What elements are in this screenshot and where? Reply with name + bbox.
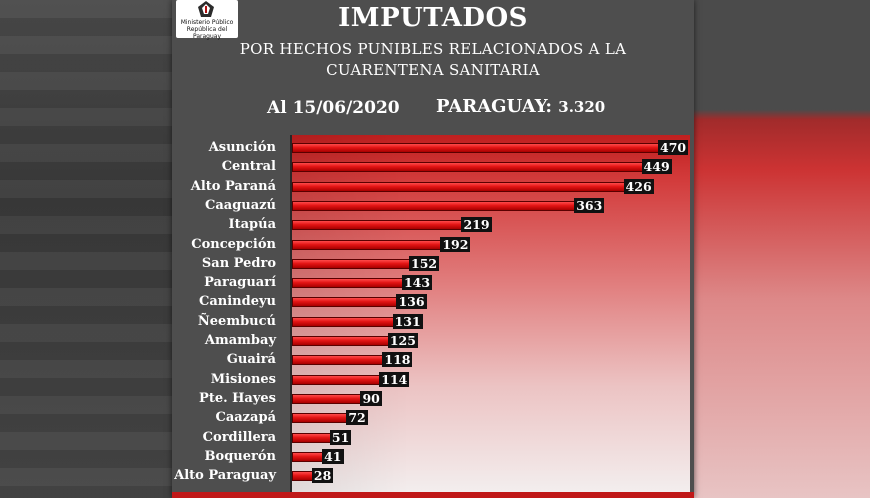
bar-value-label: 41	[322, 448, 344, 464]
emblem-icon	[198, 1, 214, 17]
category-label: Asunción	[208, 140, 276, 155]
bar-value-label: 131	[392, 313, 423, 329]
category-label: Paraguarí	[204, 275, 276, 291]
background-right	[694, 0, 870, 498]
bar	[292, 143, 660, 153]
category-label: San Pedro	[201, 255, 276, 271]
report-date: Al 15/06/2020	[267, 98, 400, 118]
category-label: Cordillera	[202, 429, 276, 445]
bar-value-label: 125	[387, 333, 418, 348]
bar-value-label: 114	[379, 371, 410, 387]
page-title: IMPUTADOS	[338, 3, 528, 33]
bar-value-label: 449	[641, 159, 672, 175]
logo-text: Ministerio Público República del Paragua…	[180, 19, 234, 40]
bar-value-label: 136	[396, 294, 427, 310]
category-label: Caaguazú	[205, 197, 276, 213]
category-label: Guairá	[226, 352, 276, 368]
bar-value-label: 72	[346, 410, 368, 426]
total-label: PARAGUAY:	[436, 96, 552, 117]
bar	[292, 278, 404, 289]
bar	[292, 432, 332, 443]
bar	[292, 316, 395, 327]
category-label: Amambay	[204, 333, 276, 348]
total-count: PARAGUAY: 3.320	[436, 96, 605, 117]
background-left	[0, 0, 172, 498]
total-value: 3.320	[558, 98, 606, 116]
category-label: Caazapá	[215, 410, 276, 426]
bar-value-label: 192	[440, 236, 471, 252]
chart-plot-shade	[290, 135, 688, 493]
bar	[292, 181, 626, 192]
bar-value-label: 363	[574, 197, 605, 213]
bar-value-label: 152	[409, 255, 440, 271]
bar-value-label: 51	[329, 429, 352, 445]
bar-value-label: 118	[382, 352, 413, 368]
bar	[292, 393, 363, 404]
bar	[292, 239, 443, 250]
bar	[292, 471, 314, 482]
subtitle-line-2: CUARENTENA SANITARIA	[326, 61, 540, 79]
bar-value-label: 28	[311, 468, 334, 484]
bar	[292, 200, 577, 211]
bar	[292, 413, 349, 424]
subtitle-line-1: POR HECHOS PUNIBLES RELACIONADOS A LA	[239, 40, 627, 58]
category-label: Itapúa	[228, 217, 276, 233]
bar	[292, 336, 390, 346]
category-label: Concepción	[191, 236, 276, 252]
logo: Ministerio Público República del Paragua…	[176, 0, 238, 40]
chart-plot-area	[290, 135, 690, 493]
bar	[292, 220, 464, 231]
bar	[292, 355, 385, 366]
category-label: Ñeembucú	[197, 313, 276, 329]
bar	[292, 374, 382, 385]
bar-value-label: 470	[658, 140, 689, 155]
bar-value-label: 143	[401, 275, 433, 291]
category-label: Pte. Hayes	[199, 390, 276, 406]
bar-value-label: 219	[461, 217, 492, 233]
category-label: Canindeyu	[199, 294, 276, 310]
bar-value-label: 90	[360, 390, 382, 406]
category-label: Boquerón	[204, 448, 276, 464]
category-label: Alto Paraguay	[174, 468, 276, 484]
bar-value-label: 426	[623, 178, 654, 194]
bottom-bar	[172, 492, 694, 498]
category-label: Central	[221, 159, 276, 175]
bar	[292, 162, 644, 173]
bar	[292, 451, 325, 462]
bar	[292, 258, 411, 269]
bar	[292, 297, 399, 308]
category-label: Alto Paraná	[190, 178, 276, 194]
category-label: Misiones	[210, 371, 276, 387]
